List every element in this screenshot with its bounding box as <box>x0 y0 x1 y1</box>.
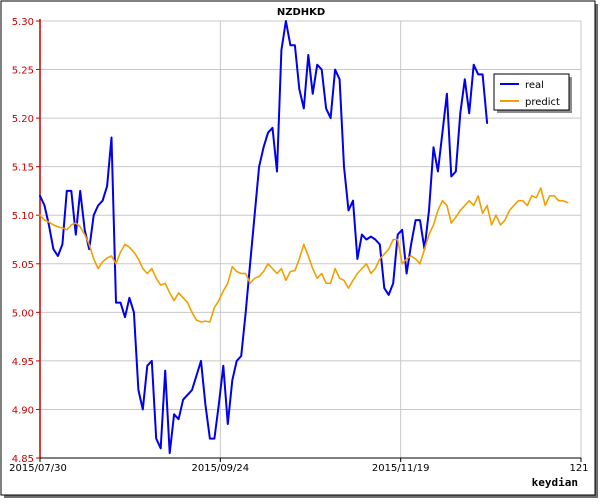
x-tick-label: 2015/07/30 <box>9 463 67 474</box>
y-tick-label: 5.30 <box>12 17 34 28</box>
legend-label-predict: predict <box>525 97 560 108</box>
y-tick-label: 5.00 <box>12 308 34 319</box>
watermark-label: keydian <box>532 476 578 489</box>
y-tick-label: 4.85 <box>12 454 34 465</box>
axis-layer: 4.85 4.90 4.95 5.00 5.05 5.10 5.15 5.20 5.25 5.30… <box>9 17 588 474</box>
y-tick-label: 5.20 <box>12 114 34 125</box>
y-tick-label: 5.10 <box>12 211 34 222</box>
y-tick-label: 4.95 <box>12 357 34 368</box>
y-tick-label: 5.05 <box>12 260 34 271</box>
x-tick-label: 2015/09/24 <box>192 463 250 474</box>
series-line-real <box>39 20 489 455</box>
series-line-predict <box>39 187 569 323</box>
x-tick-label: 121 <box>569 463 588 474</box>
x-tick-label: 2015/11/19 <box>372 463 430 474</box>
series-layer <box>39 20 569 455</box>
legend-label-real: real <box>525 80 544 91</box>
chart-title: NZDHKD <box>277 7 325 18</box>
plot-area <box>40 21 581 458</box>
y-tick-label: 5.25 <box>12 66 34 77</box>
legend: real predict <box>493 73 572 113</box>
y-tick-label: 4.90 <box>12 405 34 416</box>
y-tick-label: 5.15 <box>12 163 34 174</box>
legend-box <box>493 73 570 111</box>
